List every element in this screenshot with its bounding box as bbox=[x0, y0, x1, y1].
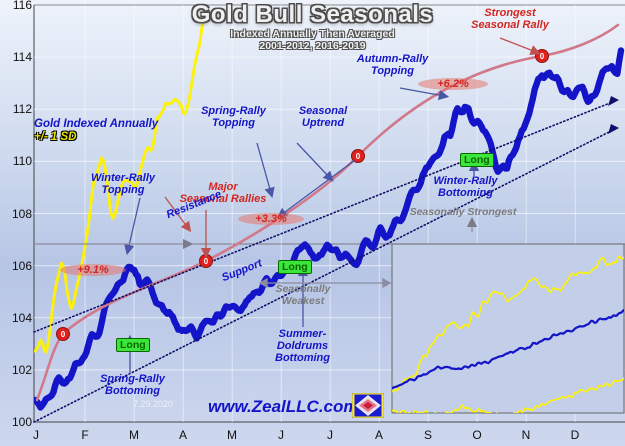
svg-text:0: 0 bbox=[61, 330, 66, 339]
svg-text:0: 0 bbox=[204, 257, 209, 266]
svg-text:0: 0 bbox=[540, 52, 545, 61]
svg-text:0: 0 bbox=[356, 152, 361, 161]
